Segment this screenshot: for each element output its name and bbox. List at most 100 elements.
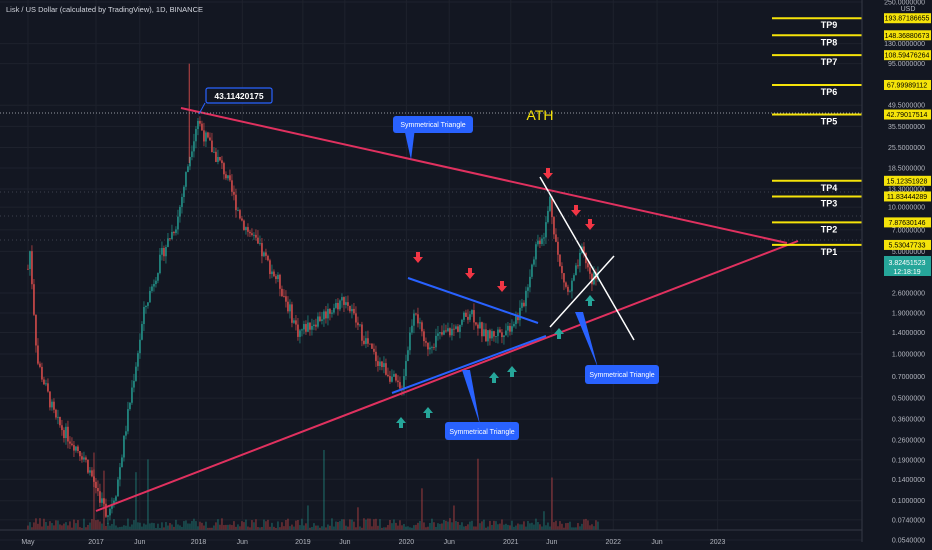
volume-bar xyxy=(489,520,491,530)
candle-body xyxy=(151,286,153,291)
volume-bar xyxy=(285,520,287,530)
candle-body xyxy=(81,456,83,460)
candle-body xyxy=(185,172,187,187)
candle-body xyxy=(421,322,423,332)
volume-bar xyxy=(459,524,461,530)
candle-body xyxy=(109,508,111,516)
volume-bar xyxy=(197,526,199,530)
candle-body xyxy=(405,361,407,377)
candle-body xyxy=(323,311,325,320)
triangle-support-line[interactable] xyxy=(95,240,799,512)
target-value-box xyxy=(884,239,931,250)
volume-bar xyxy=(361,527,363,530)
annotation-bubble-1[interactable]: Symmetrical Triangle xyxy=(393,116,473,160)
candle-body xyxy=(363,340,365,344)
candle-body xyxy=(521,302,523,308)
volume-bar xyxy=(383,527,385,530)
annotation-bubble-2[interactable]: Symmetrical Triangle xyxy=(445,370,519,440)
volume-bar xyxy=(91,519,93,530)
candle-body xyxy=(499,329,501,333)
candle-body xyxy=(583,246,585,254)
volume-bar xyxy=(49,521,51,530)
volume-bar xyxy=(57,520,59,530)
volume-bar xyxy=(287,518,289,530)
candle-body xyxy=(465,312,467,317)
volume-bar xyxy=(315,525,317,530)
volume-bar xyxy=(277,521,279,530)
volume-bar xyxy=(377,525,379,530)
candle-body xyxy=(303,324,305,330)
candle-body xyxy=(343,297,345,305)
volume-bar xyxy=(195,521,197,530)
price-tick-label: 0.0540000 xyxy=(892,538,925,545)
volume-bar xyxy=(531,522,533,530)
volume-bar xyxy=(499,523,501,530)
candle-body xyxy=(251,233,253,235)
small-triangle-top-line[interactable] xyxy=(407,277,539,324)
volume-bar xyxy=(307,505,309,530)
annotation-text: Symmetrical Triangle xyxy=(449,429,514,436)
candle-body xyxy=(531,264,533,277)
target-value-box xyxy=(884,109,931,120)
volume-bar xyxy=(471,520,473,530)
candle-body xyxy=(479,322,481,329)
target-value: 148.36880673 xyxy=(885,33,930,40)
candle-body xyxy=(317,316,319,327)
candle-body xyxy=(333,307,335,313)
price-tick-label: 1.0000000 xyxy=(892,351,925,358)
ath-callout[interactable]: 43.11420175 xyxy=(198,87,273,115)
volume-bar xyxy=(451,522,453,530)
time-axis-label: Jun xyxy=(339,539,350,546)
candle-body xyxy=(217,157,219,162)
volume-bar xyxy=(129,526,131,530)
volume-bar xyxy=(547,522,549,530)
volume-bar xyxy=(161,522,163,530)
candle-body xyxy=(161,247,163,255)
volume-bar xyxy=(233,521,235,530)
small-triangle-bottom-line[interactable] xyxy=(391,335,547,394)
volume-bar xyxy=(37,523,39,530)
candle-body xyxy=(471,310,473,315)
time-axis-label: Jun xyxy=(546,539,557,546)
volume-bar xyxy=(485,527,487,530)
volume-bar xyxy=(227,524,229,530)
volume-bar xyxy=(267,519,269,530)
target-name: TP8 xyxy=(821,37,838,47)
arrow-down-icon xyxy=(543,168,553,179)
volume-bar xyxy=(341,519,343,530)
candle-body xyxy=(71,443,73,446)
triangle-resistance-line[interactable] xyxy=(180,107,788,244)
annotation-bubble-3[interactable]: Symmetrical Triangle xyxy=(575,312,659,384)
volume-bar xyxy=(77,520,79,530)
candle-body xyxy=(291,304,293,323)
volume-bar xyxy=(213,525,215,530)
candle-body xyxy=(283,296,285,297)
volume-bar xyxy=(251,520,253,530)
candle-body xyxy=(51,401,53,408)
candle-body xyxy=(225,174,227,179)
candle-body xyxy=(159,254,161,274)
candle-body xyxy=(65,426,67,439)
candle-body xyxy=(311,325,313,330)
white-ascending-line[interactable] xyxy=(549,255,615,328)
price-tick-label: 1.4000000 xyxy=(892,330,925,337)
annotation-box xyxy=(585,365,659,384)
volume-bar xyxy=(149,523,151,530)
candle-body xyxy=(437,333,439,336)
arrow-up-icon xyxy=(507,366,517,377)
volume-bar xyxy=(423,522,425,530)
volume-bar xyxy=(159,527,161,530)
ath-callout-value: 43.11420175 xyxy=(214,91,263,101)
volume-bar xyxy=(473,526,475,530)
candle-body xyxy=(91,470,93,477)
candle-body xyxy=(287,301,289,312)
white-descending-line[interactable] xyxy=(539,176,635,341)
candle-body xyxy=(443,330,445,335)
current-price-value: 3.82451523 xyxy=(889,260,926,267)
volume-bar xyxy=(223,525,225,530)
volume-bar xyxy=(501,519,503,530)
volume-bar xyxy=(491,524,493,530)
volume-bar xyxy=(517,523,519,530)
